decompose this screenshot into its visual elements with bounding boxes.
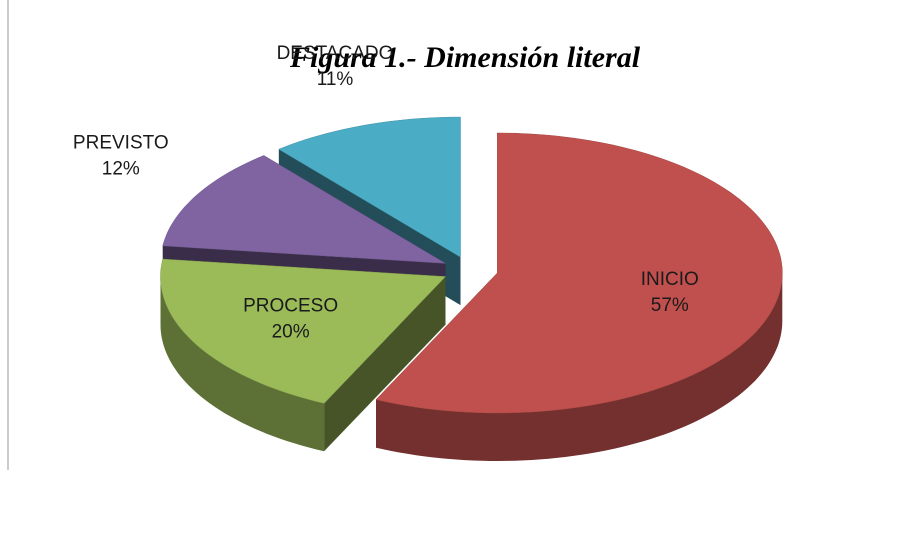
slice-value-label: 11% xyxy=(317,69,354,90)
slice-value-label: 12% xyxy=(102,159,140,180)
slice-label: DESTACADO xyxy=(277,43,394,64)
slice xyxy=(375,132,783,461)
slice-label: PROCESO xyxy=(243,295,338,316)
slice-value-label: 20% xyxy=(272,321,310,342)
slice-label: PREVISTO xyxy=(73,133,169,154)
slice-top xyxy=(160,258,447,404)
slice-top xyxy=(375,132,783,414)
slice-top xyxy=(162,155,446,264)
chart-title: Figura 1.- Dimensión literal xyxy=(289,41,641,74)
slice-wall xyxy=(376,273,783,461)
slice xyxy=(160,258,447,452)
slice-wall xyxy=(160,276,325,452)
slice-value-label: 57% xyxy=(651,295,689,316)
slice-label: INICIO xyxy=(641,269,699,290)
slice-top xyxy=(278,116,461,258)
